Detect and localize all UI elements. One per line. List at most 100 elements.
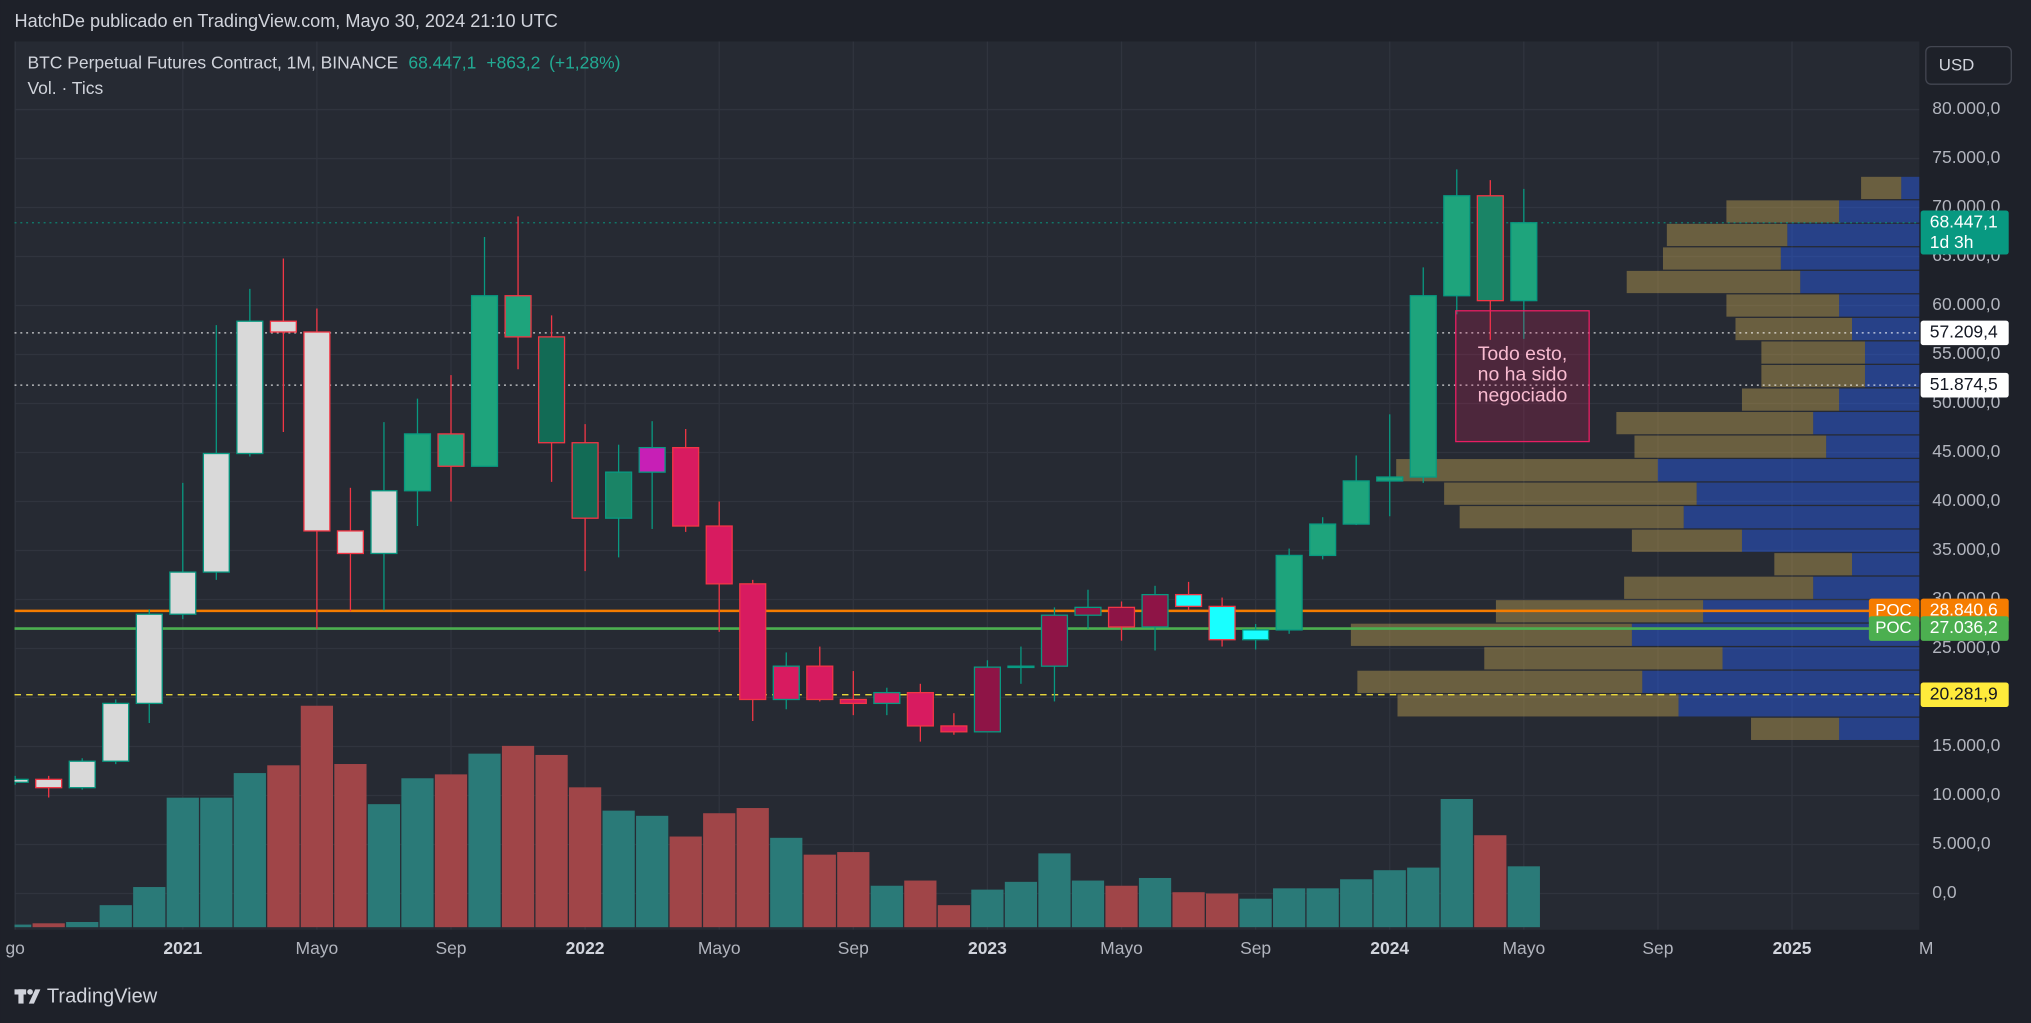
candle-body	[236, 320, 264, 455]
profile-blue	[1852, 317, 1920, 341]
volume-bar	[1138, 877, 1172, 928]
profile-tan	[1774, 553, 1853, 576]
volume-bar	[1407, 867, 1440, 928]
annotation-text: negociado	[1478, 384, 1568, 406]
candle-body	[772, 665, 800, 701]
x-tick-label: Mayo	[698, 938, 741, 958]
change-pct: (+1,28%)	[549, 52, 620, 72]
profile-tan	[1761, 364, 1865, 388]
profile-blue	[1826, 435, 1920, 458]
volume-bar	[669, 836, 702, 928]
y-tick-label: 75.000,0	[1932, 147, 2000, 167]
candle-body	[1007, 665, 1035, 669]
y-tick-label: 55.000,0	[1932, 343, 2000, 363]
profile-blue	[1787, 223, 1920, 247]
profile-blue	[1813, 412, 1920, 435]
profile-blue	[1813, 576, 1920, 599]
price-label: 20.281,9	[1930, 683, 1998, 703]
volume-bar	[535, 754, 568, 928]
profile-tan	[1396, 459, 1658, 482]
candle-body	[873, 691, 901, 705]
currency-label[interactable]: USD	[1939, 55, 1975, 74]
profile-blue	[1839, 717, 1920, 740]
volume-bar	[1205, 893, 1239, 928]
profile-tan	[1459, 506, 1684, 529]
candle-body	[1074, 606, 1102, 616]
candle-body	[169, 571, 197, 615]
volume-bar	[971, 889, 1004, 928]
price-label-box	[1920, 616, 2009, 641]
candle-body	[35, 778, 63, 789]
x-tick-label: M	[1919, 938, 1934, 958]
price-label: 51.874,5	[1930, 374, 1998, 394]
volume-bar	[568, 787, 602, 928]
candle-body	[1443, 195, 1471, 297]
profile-tan	[1626, 270, 1801, 294]
candle-body	[1476, 195, 1504, 302]
candle-body	[470, 295, 499, 467]
price-label-box	[1920, 372, 2009, 398]
profile-tan	[1397, 694, 1679, 717]
profile-tan	[1741, 388, 1840, 411]
price-label: 28.840,6	[1930, 600, 1998, 620]
candle-body	[202, 452, 230, 573]
candle-body	[1107, 606, 1136, 628]
volume-bar	[803, 854, 836, 928]
volume-bar	[1507, 866, 1540, 928]
volume-bar	[133, 887, 166, 928]
volume-bar	[200, 797, 233, 928]
profile-blue	[1683, 506, 1920, 529]
price-countdown: 1d 3h	[1930, 232, 1974, 252]
y-tick-label: 60.000,0	[1932, 294, 2000, 314]
volume-bar	[703, 813, 736, 928]
profile-tan	[1624, 576, 1814, 599]
profile-tan	[1726, 294, 1840, 317]
y-tick-label: 15.000,0	[1932, 735, 2000, 755]
profile-blue	[1642, 670, 1920, 693]
candle-body	[705, 525, 733, 585]
volume-bar	[904, 880, 937, 928]
volume-bar	[367, 804, 401, 928]
x-tick-label: Sep	[838, 938, 869, 958]
volume-bar	[1071, 880, 1105, 928]
profile-tan	[1484, 647, 1723, 670]
x-tick-label: Mayo	[296, 938, 339, 958]
currency-button[interactable]	[1925, 45, 2012, 85]
candle-body	[537, 336, 566, 444]
candle-body	[1309, 523, 1337, 557]
volume-bar	[1004, 881, 1038, 928]
profile-blue	[1864, 341, 1920, 364]
profile-blue	[1657, 459, 1920, 482]
profile-blue	[1852, 553, 1920, 576]
candle-body	[1510, 222, 1538, 302]
volume-bar	[99, 905, 132, 928]
volume-bar	[300, 705, 334, 928]
axis-layer: 0,05.000,010.000,015.000,020.000,025.000…	[5, 98, 2009, 958]
candle-body	[672, 446, 700, 527]
candle-body	[135, 613, 163, 705]
candle-body	[973, 666, 1002, 733]
price-label-box	[1920, 210, 2009, 255]
volume-bar	[602, 810, 635, 928]
x-tick-label: 2022	[566, 938, 605, 958]
volume-bar	[401, 778, 434, 928]
price-label: 68.447,1	[1930, 211, 1998, 231]
x-tick-label: 2025	[1773, 938, 1812, 958]
volume-legend: Vol. · Tics	[27, 78, 103, 98]
profile-blue	[1901, 176, 1920, 200]
candle-body	[504, 295, 532, 338]
last-price: 68.447,1	[408, 52, 476, 72]
x-tick-label: 2023	[968, 938, 1007, 958]
profile-tan	[1861, 176, 1902, 200]
volume-bar	[1105, 885, 1138, 928]
x-tick-label: 2024	[1370, 938, 1409, 958]
volume-bar	[1273, 888, 1306, 928]
x-tick-label: Mayo	[1502, 938, 1545, 958]
profile-blue	[1741, 529, 1920, 552]
candle-body	[806, 665, 834, 701]
y-tick-label: 35.000,0	[1932, 539, 2000, 559]
candle-body	[906, 691, 934, 727]
candle-body	[739, 583, 767, 701]
volume-bar	[937, 905, 971, 928]
